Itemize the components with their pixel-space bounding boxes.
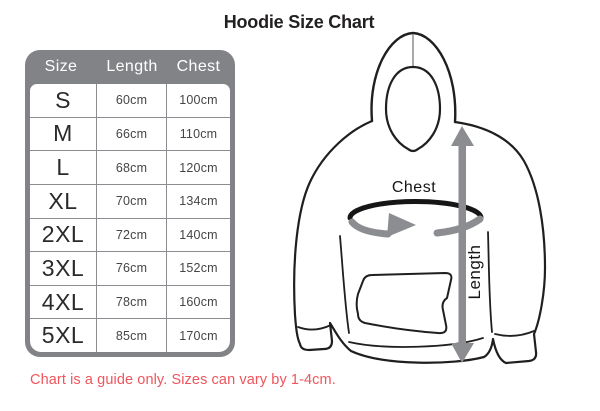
cell-length: 78cm	[97, 285, 167, 319]
right-cuff-line	[494, 330, 535, 337]
cell-size: 5XL	[30, 319, 97, 352]
cell-length: 72cm	[97, 218, 167, 252]
size-table: Size Length Chest S 60cm 100cm M 66cm 11…	[25, 50, 235, 357]
cell-length: 66cm	[97, 117, 167, 151]
cell-size: S	[30, 84, 97, 117]
length-arrow-down-head	[451, 343, 474, 363]
length-arrow-up-head	[451, 126, 474, 146]
disclaimer-note: Chart is a guide only. Sizes can vary by…	[30, 372, 336, 388]
cell-size: 3XL	[30, 252, 97, 285]
table-row: 5XL 85cm 170cm	[30, 319, 230, 352]
cell-chest: 140cm	[179, 227, 218, 242]
cell-chest: 160cm	[179, 295, 218, 310]
cell-size: L	[30, 151, 97, 184]
page-title: Hoodie Size Chart	[223, 12, 375, 32]
size-table-header: Size Length Chest	[25, 50, 235, 84]
length-label: Length	[465, 245, 484, 300]
length-arrow	[451, 126, 474, 363]
cell-size: XL	[30, 184, 97, 218]
cell-size: 2XL	[30, 218, 97, 252]
cell-length: 76cm	[97, 252, 167, 285]
cell-length: 60cm	[97, 84, 167, 117]
table-row: L 68cm 120cm	[30, 151, 230, 185]
col-header-chest: Chest	[176, 58, 221, 75]
cell-chest: 152cm	[179, 261, 218, 276]
hem-line	[348, 337, 484, 348]
left-sleeve-seam	[339, 235, 350, 334]
cell-length: 70cm	[97, 184, 167, 218]
chest-label: Chest	[392, 179, 436, 196]
left-cuff-line	[297, 324, 332, 331]
chest-arrow-head	[387, 213, 416, 237]
cell-length: 68cm	[97, 151, 167, 184]
cell-size: M	[30, 117, 97, 151]
hoodie-diagram: Chest Length	[293, 31, 547, 365]
cell-chest: 110cm	[179, 126, 218, 141]
table-row: 4XL 78cm 160cm	[30, 285, 230, 320]
cell-chest: 170cm	[179, 328, 218, 343]
hood-opening-face	[384, 65, 442, 153]
cell-chest: 120cm	[179, 160, 218, 175]
table-row: S 60cm 100cm	[30, 84, 230, 118]
size-table-body: S 60cm 100cm M 66cm 110cm L 68cm 120cm X…	[30, 84, 230, 352]
cell-chest: 100cm	[179, 93, 218, 108]
table-row: 2XL 72cm 140cm	[30, 218, 230, 253]
kangaroo-pocket	[355, 272, 453, 335]
right-sleeve-seam	[487, 231, 493, 333]
col-header-length: Length	[106, 58, 158, 75]
cell-chest: 134cm	[179, 194, 218, 209]
table-row: XL 70cm 134cm	[30, 184, 230, 219]
table-row: M 66cm 110cm	[30, 117, 230, 152]
cell-size: 4XL	[30, 285, 97, 319]
cell-length: 85cm	[97, 319, 167, 352]
chest-arrow-arc-left	[348, 218, 392, 238]
col-header-size: Size	[44, 58, 78, 75]
table-row: 3XL 76cm 152cm	[30, 252, 230, 286]
chest-ellipse-top	[347, 199, 484, 221]
hood-outline	[370, 31, 457, 124]
